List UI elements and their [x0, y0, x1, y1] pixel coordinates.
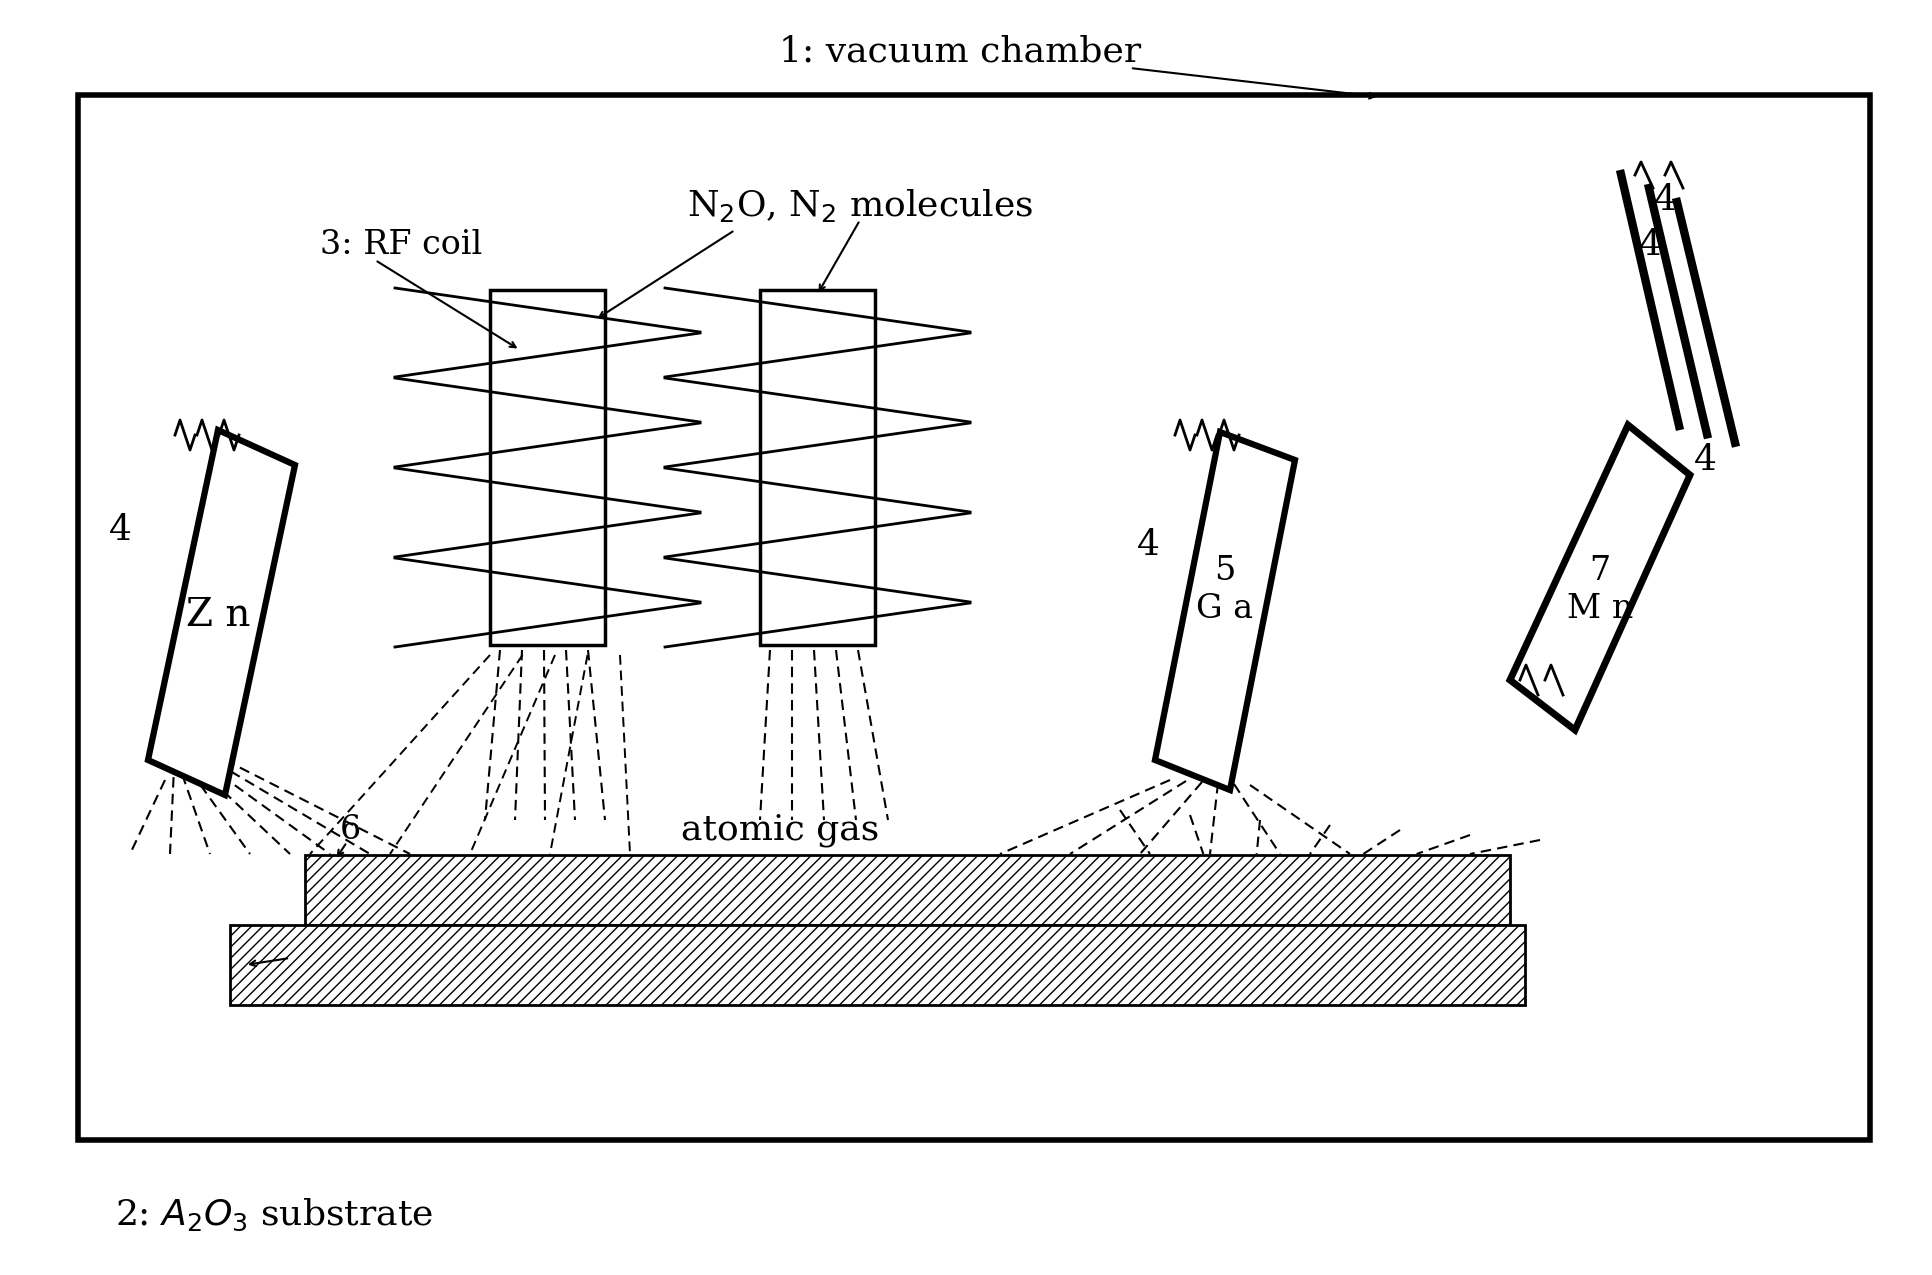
- Polygon shape: [1155, 432, 1294, 790]
- Bar: [230, 924, 1524, 1005]
- Text: 2: $A_2O_3$ substrate: 2: $A_2O_3$ substrate: [116, 1197, 433, 1233]
- Text: N$_2$O, N$_2$ molecules: N$_2$O, N$_2$ molecules: [688, 186, 1034, 223]
- Text: 4: 4: [108, 513, 131, 547]
- Polygon shape: [1511, 425, 1690, 731]
- Polygon shape: [149, 430, 296, 796]
- Text: 4: 4: [1638, 228, 1662, 261]
- Bar: [759, 289, 875, 645]
- Text: 7
M n: 7 M n: [1567, 556, 1633, 625]
- Text: Z n: Z n: [185, 597, 251, 634]
- Text: 6: 6: [340, 813, 361, 847]
- Bar: [305, 856, 1511, 924]
- Text: 4: 4: [1654, 184, 1677, 217]
- Bar: [491, 289, 605, 645]
- Text: 1: vacuum chamber: 1: vacuum chamber: [779, 34, 1142, 69]
- Text: 3: RF coil: 3: RF coil: [321, 230, 483, 261]
- Bar: [77, 96, 1870, 1140]
- Text: 4: 4: [1136, 528, 1159, 562]
- Text: 4: 4: [1694, 442, 1716, 477]
- Text: atomic gas: atomic gas: [680, 813, 879, 847]
- Text: 5
G a: 5 G a: [1196, 556, 1254, 625]
